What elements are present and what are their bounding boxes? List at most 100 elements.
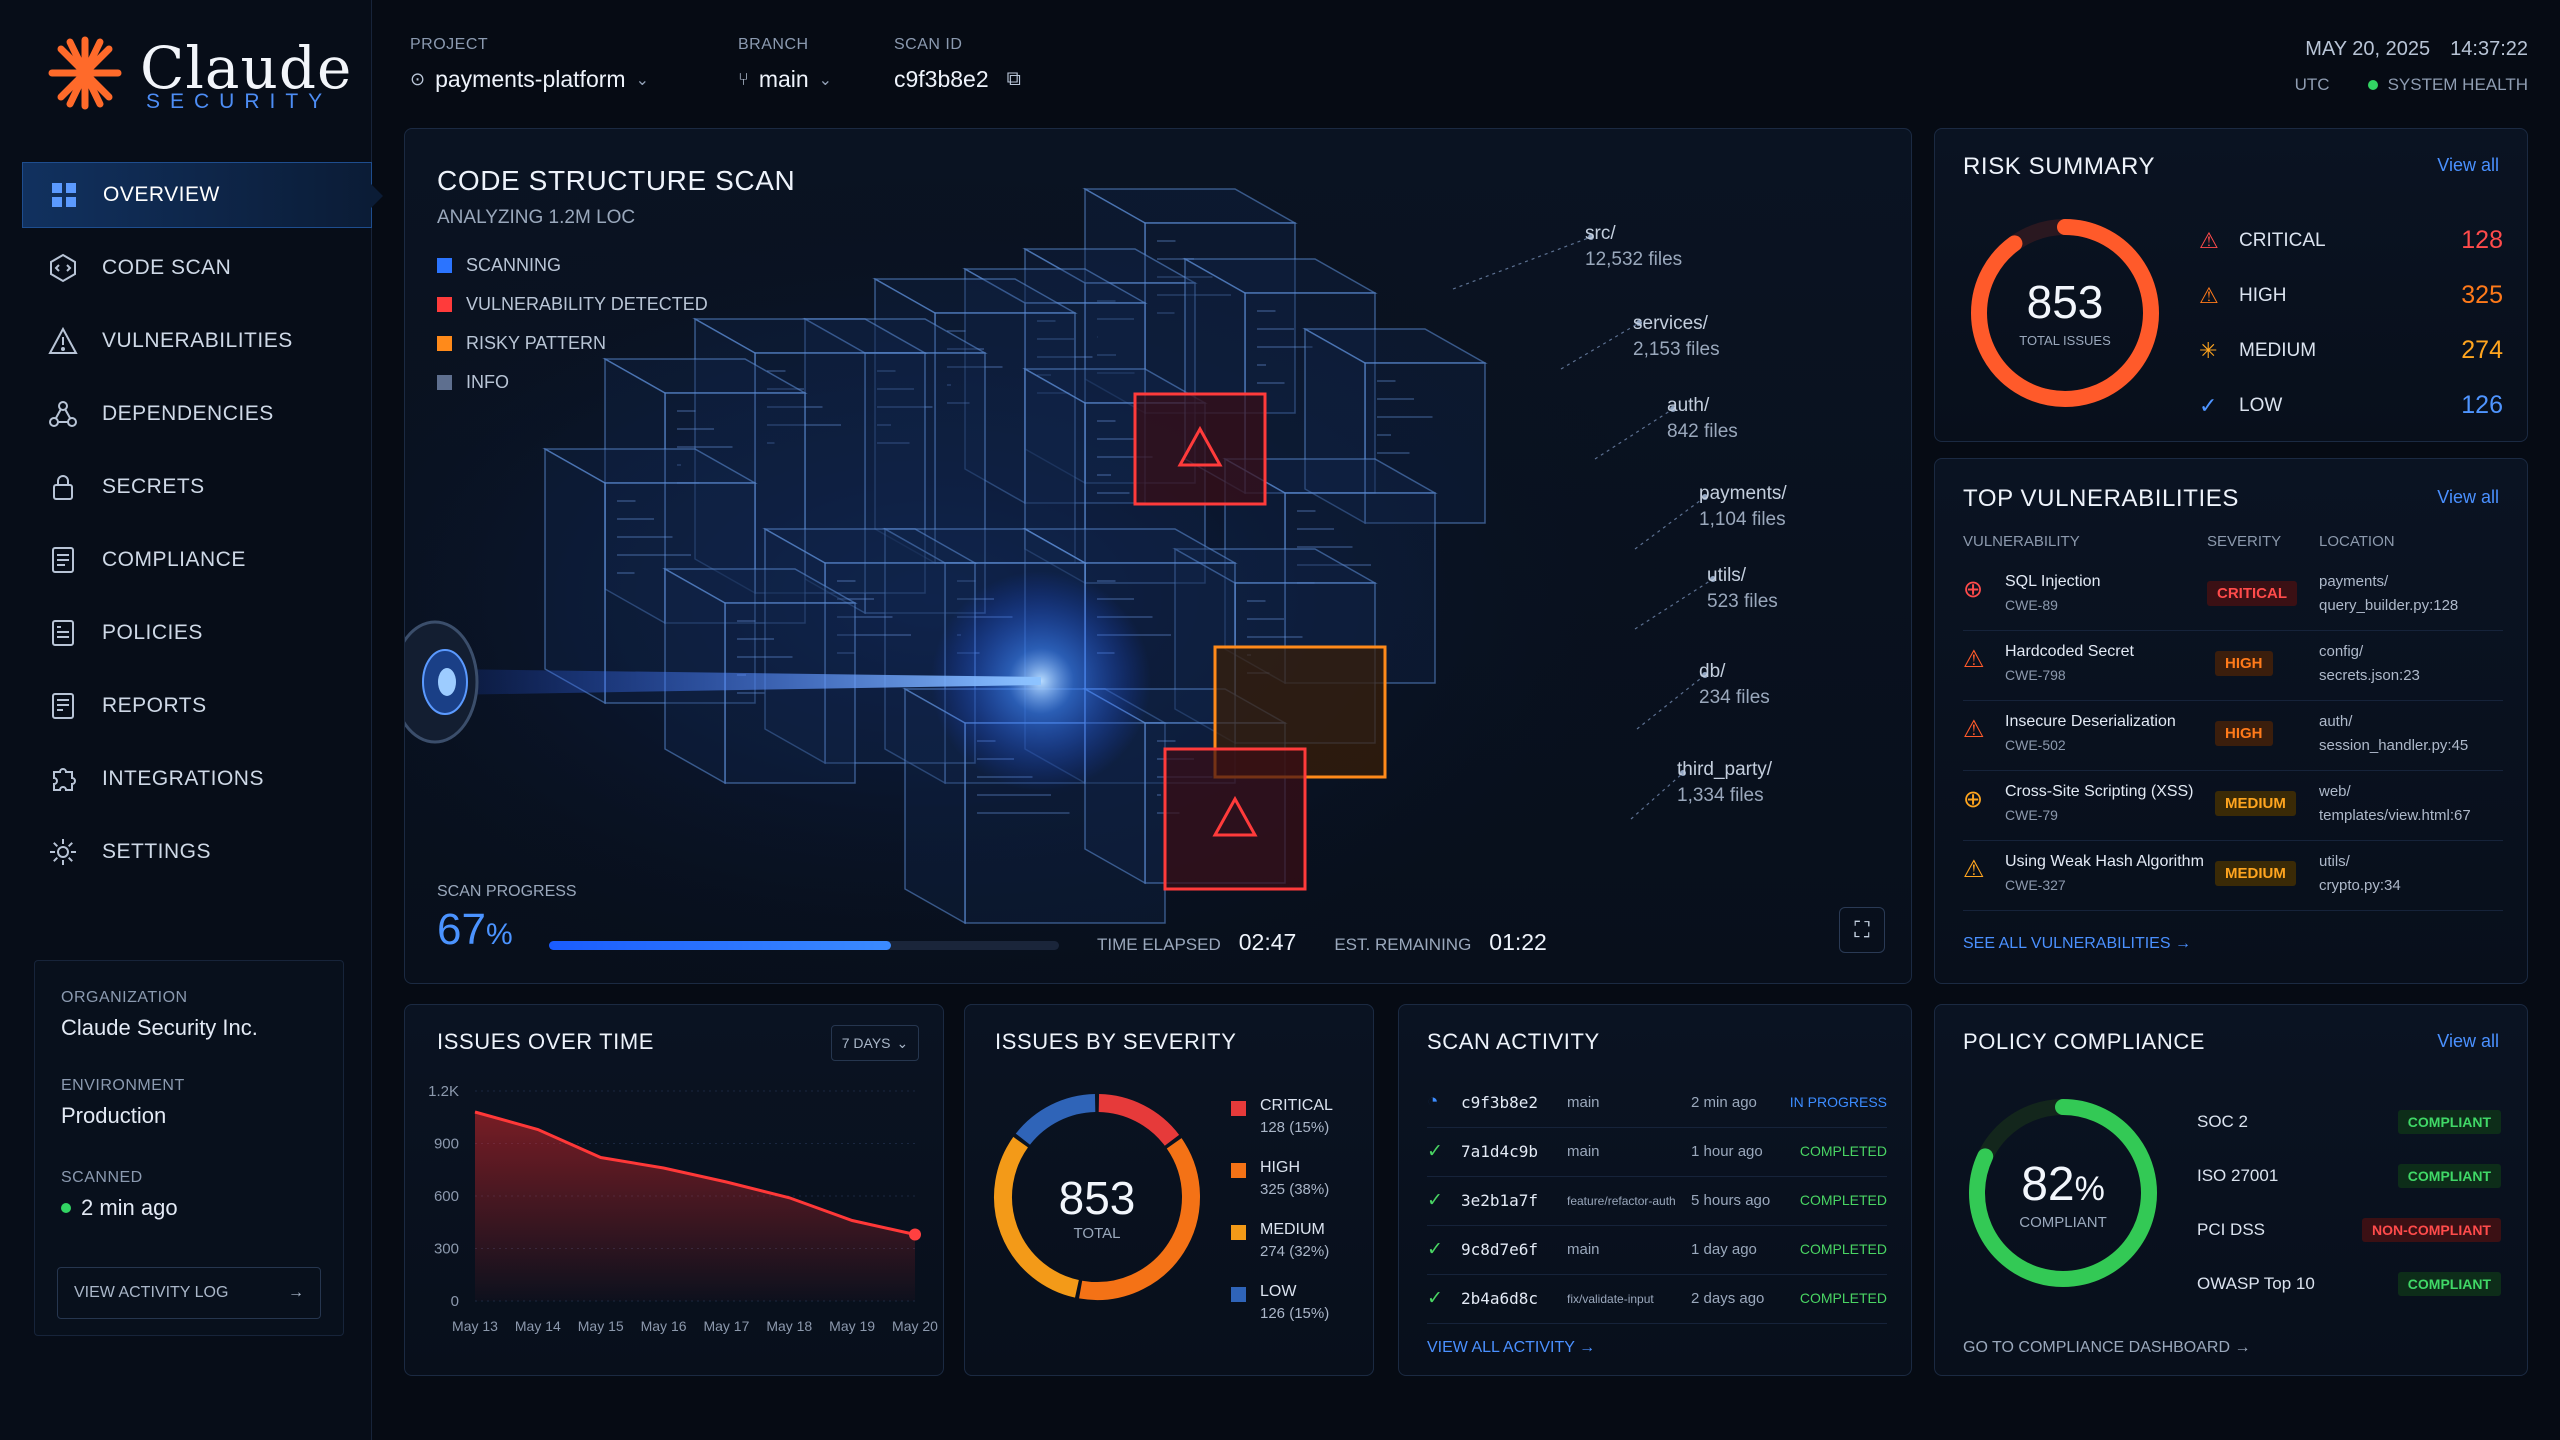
risk-row-low[interactable]: ✓ LOW 126 bbox=[2199, 378, 2503, 433]
sidebar-item-settings[interactable]: SETTINGS bbox=[22, 819, 372, 885]
policy-list: SOC 2 COMPLIANT ISO 27001 COMPLIANT PCI DSS N… bbox=[2197, 1095, 2501, 1311]
policy-name: ISO 27001 bbox=[2197, 1166, 2279, 1185]
sidebar-item-reports[interactable]: REPORTS bbox=[22, 673, 372, 739]
report-icon bbox=[46, 689, 80, 723]
sidebar-item-code-scan[interactable]: CODE SCAN bbox=[22, 235, 372, 301]
view-all-activity-link[interactable]: VIEW ALL ACTIVITY → bbox=[1427, 1339, 1595, 1357]
chevron-down-icon: ⌄ bbox=[896, 1034, 909, 1051]
code-scan-icon bbox=[46, 251, 80, 285]
sidebar-item-dependencies[interactable]: DEPENDENCIES bbox=[22, 381, 372, 447]
project-field[interactable]: PROJECT ⊙ payments-platform ⌄ bbox=[410, 36, 649, 93]
vuln-row[interactable]: ⊕ Cross-Site Scripting (XSS) CWE-79 MEDIUM w… bbox=[1963, 771, 2503, 841]
compliance-dashboard-link[interactable]: GO TO COMPLIANCE DASHBOARD → bbox=[1963, 1339, 2250, 1357]
vuln-row[interactable]: ⚠ Insecure Deserialization CWE-502 HIGH auth… bbox=[1963, 701, 2503, 771]
vuln-severity-icon: ⚠ bbox=[1963, 856, 1985, 883]
policy-title: POLICY COMPLIANCE bbox=[1963, 1029, 2206, 1054]
policy-view-all-link[interactable]: View all bbox=[2437, 1031, 2499, 1051]
check-circle-icon: ✓ bbox=[1427, 1190, 1443, 1211]
activity-row[interactable]: ✓ 9c8d7e6f main 1 day ago COMPLETED bbox=[1427, 1226, 1887, 1275]
activity-row[interactable]: ◔ c9f3b8e2 main 2 min ago IN PROGRESS bbox=[1427, 1079, 1887, 1128]
policy-row[interactable]: SOC 2 COMPLIANT bbox=[2197, 1095, 2501, 1149]
vuln-row[interactable]: ⚠ Using Weak Hash Algorithm CWE-327 MEDIUM u… bbox=[1963, 841, 2503, 911]
brand-logo[interactable]: Claude SECURITY bbox=[46, 34, 351, 124]
scan-id: 7a1d4c9b bbox=[1461, 1142, 1539, 1161]
datetime: MAY 20, 2025 14:37:22 UTC SYSTEM HEALTH bbox=[2295, 38, 2528, 95]
scan-subtitle: ANALYZING 1.2M LOC bbox=[437, 207, 636, 228]
severity-detail: 274 (32%) bbox=[1260, 1243, 1330, 1260]
elapsed-label: TIME ELAPSED bbox=[1097, 935, 1221, 954]
vuln-row[interactable]: ⚠ Hardcoded Secret CWE-798 HIGH config/secre… bbox=[1963, 631, 2503, 701]
sidebar-item-overview[interactable]: OVERVIEW bbox=[22, 162, 383, 228]
issues-line bbox=[474, 1110, 916, 1236]
sidebar-item-policies[interactable]: POLICIES bbox=[22, 600, 372, 666]
range-select[interactable]: 7 DAYS ⌄ bbox=[831, 1025, 919, 1061]
vuln-severity-icon: ⚠ bbox=[1963, 646, 1985, 673]
vuln-row[interactable]: ⊕ SQL Injection CWE-89 CRITICAL payments/que… bbox=[1963, 561, 2503, 631]
callout-line bbox=[1594, 408, 1674, 460]
severity-detail: 128 (15%) bbox=[1260, 1119, 1330, 1136]
view-activity-log-button[interactable]: VIEW ACTIVITY LOG → bbox=[57, 1267, 321, 1319]
arrow-right-icon: → bbox=[288, 1284, 304, 1301]
severity-slice-low bbox=[1015, 1094, 1096, 1145]
org-value: Claude Security Inc. bbox=[61, 1015, 258, 1040]
vuln-location-file: secrets.json:23 bbox=[2319, 667, 2420, 684]
scan-label: SCANNED bbox=[61, 1169, 143, 1186]
callout-line bbox=[1634, 496, 1706, 550]
hotspot-block bbox=[1133, 392, 1267, 506]
policy-row[interactable]: PCI DSS NON-COMPLIANT bbox=[2197, 1203, 2501, 1257]
warning-icon bbox=[46, 324, 80, 358]
policy-row[interactable]: OWASP Top 10 COMPLIANT bbox=[2197, 1257, 2501, 1311]
issues-severity-content: ISSUES BY SEVERITY 853 TOTAL CRITICAL 128 (… bbox=[964, 1004, 1374, 1376]
severity-slice-critical bbox=[1098, 1094, 1180, 1146]
topvuln-view-all-link[interactable]: View all bbox=[2437, 487, 2499, 507]
scan-branch: fix/validate-input bbox=[1567, 1292, 1654, 1306]
range-value: 7 DAYS bbox=[841, 1035, 891, 1051]
callout-dot bbox=[1702, 494, 1708, 500]
risk-view-all-link[interactable]: View all bbox=[2437, 155, 2499, 175]
copy-icon[interactable]: ⧉ bbox=[1006, 68, 1021, 90]
sidebar-item-label: INTEGRATIONS bbox=[102, 767, 264, 790]
x-tick-label: May 16 bbox=[641, 1318, 687, 1334]
severity-detail: 126 (15%) bbox=[1260, 1305, 1330, 1322]
vuln-location-file: crypto.py:34 bbox=[2319, 877, 2401, 894]
vuln-name: SQL Injection bbox=[2005, 573, 2101, 590]
sidebar-item-integrations[interactable]: INTEGRATIONS bbox=[22, 746, 372, 812]
see-all-vulnerabilities-link[interactable]: SEE ALL VULNERABILITIES → bbox=[1963, 935, 2191, 953]
branch-field[interactable]: BRANCH ⑂ main ⌄ bbox=[738, 36, 832, 93]
progress-fill bbox=[549, 941, 891, 950]
policy-row[interactable]: ISO 27001 COMPLIANT bbox=[2197, 1149, 2501, 1203]
risk-row-medium[interactable]: ✳ MEDIUM 274 bbox=[2199, 323, 2503, 378]
risk-value: 274 bbox=[2461, 336, 2503, 364]
policy-name: OWASP Top 10 bbox=[2197, 1274, 2315, 1293]
check-circle-icon: ✓ bbox=[1427, 1141, 1443, 1162]
activity-row[interactable]: ✓ 2b4a6d8c fix/validate-input 2 days ago COM… bbox=[1427, 1275, 1887, 1324]
policy-value: 82 bbox=[2021, 1158, 2075, 1211]
risk-row-critical[interactable]: ⚠ CRITICAL 128 bbox=[2199, 213, 2503, 268]
sidebar-item-secrets[interactable]: SECRETS bbox=[22, 454, 372, 520]
check-circle-icon: ✓ bbox=[1427, 1239, 1443, 1260]
scan-legend: SCANNING VULNERABILITY DETECTED RISKY PATT… bbox=[437, 255, 795, 393]
severity-legend-item: HIGH 325 (38%) bbox=[1231, 1159, 1333, 1221]
progress-label: SCAN PROGRESS bbox=[437, 883, 577, 900]
y-tick-label: 0 bbox=[451, 1293, 459, 1310]
scan-status: COMPLETED bbox=[1799, 1143, 1887, 1159]
activity-row[interactable]: ✓ 3e2b1a7f feature/refactor-auth 5 hours ag… bbox=[1427, 1177, 1887, 1226]
vuln-location-file: session_handler.py:45 bbox=[2319, 737, 2469, 754]
activity-row[interactable]: ✓ 7a1d4c9b main 1 hour ago COMPLETED bbox=[1427, 1128, 1887, 1177]
date: MAY 20, 2025 bbox=[2305, 38, 2431, 60]
sidebar-item-label: COMPLIANCE bbox=[102, 548, 246, 571]
sidebar-item-vulnerabilities[interactable]: VULNERABILITIES bbox=[22, 308, 372, 374]
vuln-cwe: CWE-327 bbox=[2005, 877, 2066, 893]
legend-label: VULNERABILITY DETECTED bbox=[466, 294, 708, 314]
risk-value: 128 bbox=[2461, 226, 2503, 254]
fullscreen-icon[interactable]: ⛶ bbox=[1839, 907, 1885, 953]
risk-row-high[interactable]: ⚠ HIGH 325 bbox=[2199, 268, 2503, 323]
sidebar-item-label: SETTINGS bbox=[102, 840, 212, 863]
severity-label: HIGH bbox=[1260, 1159, 1300, 1176]
activity-list: ◔ c9f3b8e2 main 2 min ago IN PROGRESS ✓ 7a1d4c… bbox=[1427, 1079, 1887, 1324]
sidebar-item-compliance[interactable]: COMPLIANCE bbox=[22, 527, 372, 593]
system-health[interactable]: SYSTEM HEALTH bbox=[2387, 75, 2528, 94]
policy-arc bbox=[1969, 1099, 2157, 1287]
compliance-badge: COMPLIANT bbox=[2397, 1164, 2501, 1188]
